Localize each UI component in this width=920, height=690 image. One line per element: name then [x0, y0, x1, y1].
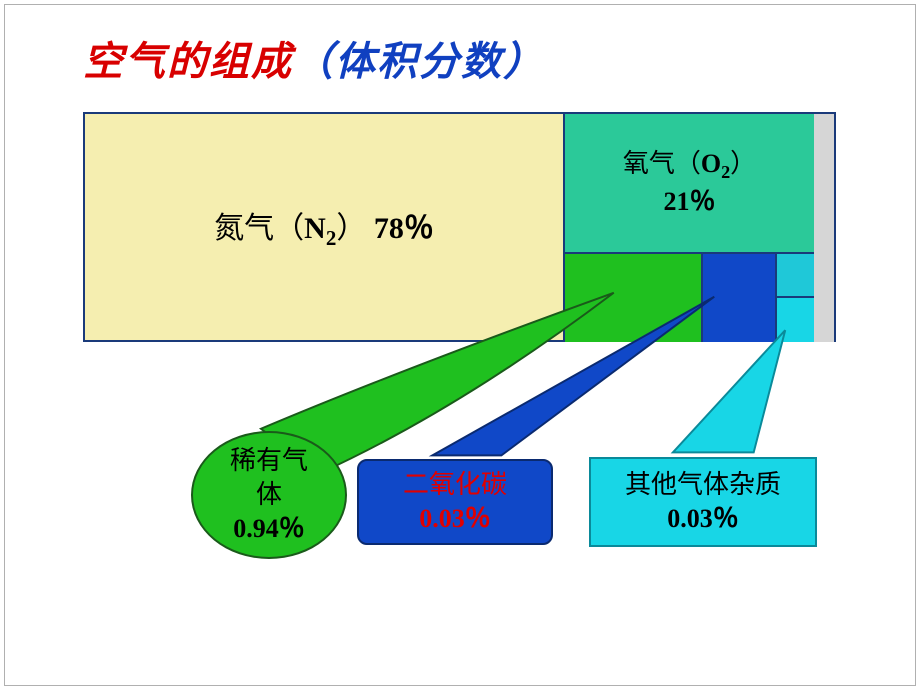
- segment-remainder-strip: [814, 114, 834, 342]
- diagram-title: 空气的组成（体积分数）: [83, 29, 545, 87]
- noble-percent: 0.94％: [233, 512, 305, 546]
- callout-co2: 二氧化碳 0.03％: [357, 459, 553, 545]
- noble-name-line1: 稀有气: [230, 444, 308, 478]
- segment-co2: [703, 254, 777, 342]
- co2-percent: 0.03％: [419, 502, 491, 536]
- callout-pointers: [5, 5, 915, 685]
- other-name: 其他气体杂质: [625, 468, 781, 502]
- diagram-container: 空气的组成（体积分数） 氮气（N2） 78％ 氧气（O2） 21％: [4, 4, 916, 686]
- title-part1: 空气的组成: [83, 39, 293, 84]
- title-part2: （体积分数）: [293, 39, 545, 84]
- callout-noble-gases: 稀有气 体 0.94％: [191, 431, 347, 559]
- segment-oxygen: 氧气（O2） 21％: [565, 114, 814, 254]
- segment-other-bottom: [777, 298, 814, 342]
- other-pointer: [673, 330, 785, 452]
- callout-other-gases: 其他气体杂质 0.03％: [589, 457, 817, 547]
- composition-bar: 氮气（N2） 78％ 氧气（O2） 21％: [83, 112, 836, 342]
- segment-noble-gases: [565, 254, 703, 342]
- oxygen-label: 氧气（O2） 21％: [623, 147, 756, 219]
- co2-name: 二氧化碳: [403, 468, 507, 502]
- segment-nitrogen: 氮气（N2） 78％: [85, 114, 565, 340]
- segment-right-group: 氧气（O2） 21％: [565, 114, 834, 340]
- noble-name-line2: 体: [256, 478, 282, 512]
- nitrogen-label: 氮气（N2） 78％: [214, 203, 434, 251]
- other-percent: 0.03％: [667, 502, 739, 536]
- segment-other-top: [777, 254, 814, 298]
